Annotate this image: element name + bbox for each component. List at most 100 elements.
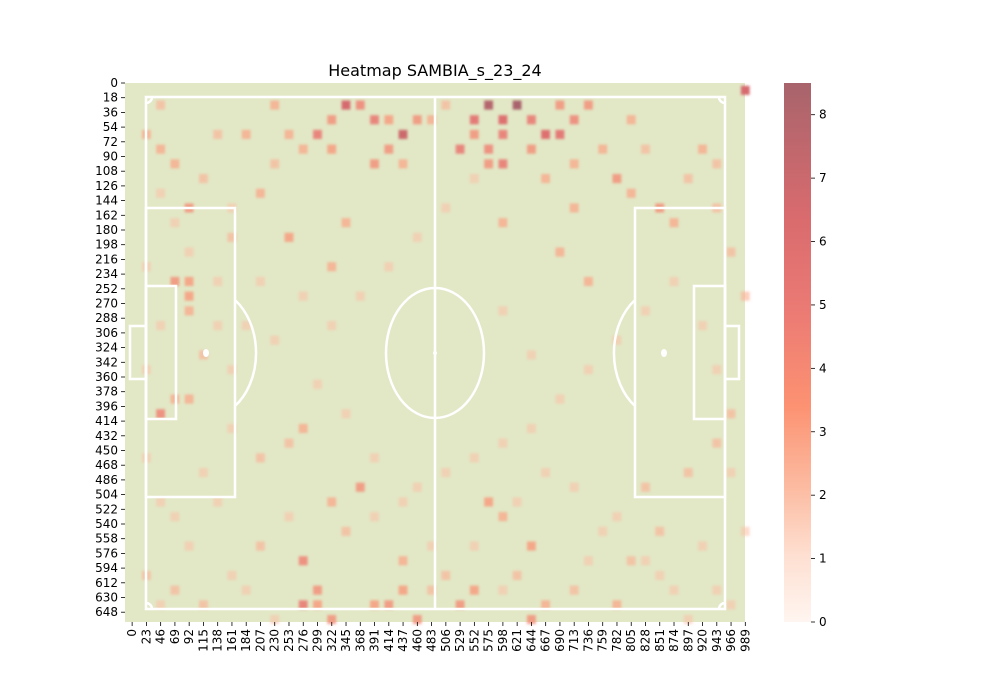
x-axis-ticks: 0 23 46 69 92 115 138 161 184 207 230 253 276 299 322 3…	[125, 622, 752, 652]
heatmap-cell	[598, 144, 608, 154]
heatmap-cell	[370, 600, 379, 610]
heatmap-cell	[626, 115, 636, 125]
x-tick-label: 483	[425, 629, 439, 652]
colorbar-tick-label: 5	[819, 298, 827, 312]
y-tick-label: 72	[103, 135, 118, 149]
heatmap-cell	[527, 541, 536, 551]
heatmap-cell	[270, 335, 280, 345]
y-axis-ticks: 0183654729010812614416218019821623425227…	[95, 76, 125, 619]
heatmap-cell	[712, 365, 722, 375]
heatmap-cell	[341, 409, 351, 419]
heatmap-cell	[298, 423, 308, 433]
heatmap-cell	[512, 570, 522, 580]
heatmap-cell	[370, 512, 379, 522]
heatmap-cell	[398, 159, 408, 169]
heatmap-cell	[384, 115, 394, 125]
heatmap-cell	[669, 218, 679, 228]
heatmap-cell	[156, 321, 165, 331]
heatmap-cell	[227, 570, 237, 580]
heatmap-cell	[498, 129, 508, 139]
y-tick-label: 0	[110, 76, 118, 90]
heatmap-cell	[412, 232, 422, 242]
heatmap-cell	[441, 100, 451, 110]
heatmap-cell	[669, 276, 679, 286]
y-tick-label: 54	[103, 120, 118, 134]
heatmap-cell	[498, 512, 508, 522]
y-tick-label: 234	[95, 267, 118, 281]
heatmap-cell	[313, 129, 322, 139]
pitch-markings	[128, 95, 741, 611]
x-tick-label: 46	[154, 629, 168, 644]
heatmap-cell	[156, 144, 165, 154]
heatmap-cell	[584, 100, 593, 110]
heatmap-cell	[355, 291, 365, 301]
x-tick-label: 345	[339, 629, 353, 652]
heatmap-cell	[655, 526, 665, 536]
x-tick-label: 368	[353, 629, 367, 652]
heatmap-cell	[484, 497, 493, 507]
heatmap-cell	[569, 585, 579, 595]
y-tick-label: 360	[95, 370, 118, 384]
heatmap-cells	[142, 85, 750, 625]
heatmap-cell	[327, 115, 337, 125]
heatmap-cell	[241, 129, 251, 139]
heatmap-cell	[569, 159, 579, 169]
heatmap-cell	[612, 174, 622, 184]
heatmap-cell	[156, 497, 165, 507]
colorbar-tick-label: 2	[819, 488, 827, 502]
x-tick-label: 690	[553, 629, 567, 652]
heatmap-cell	[370, 159, 379, 169]
heatmap-cell	[712, 159, 722, 169]
x-tick-label: 805	[624, 629, 638, 652]
heatmap-cell	[698, 321, 707, 331]
heatmap-cell	[541, 174, 550, 184]
heatmap-cell	[584, 276, 593, 286]
x-tick-label: 529	[453, 629, 467, 652]
heatmap-cell	[170, 585, 180, 595]
heatmap-cell	[469, 174, 479, 184]
heatmap-cell	[498, 159, 508, 169]
x-tick-label: 552	[467, 629, 481, 652]
y-tick-label: 216	[95, 252, 118, 266]
y-tick-label: 18	[103, 91, 118, 105]
y-tick-label: 540	[95, 517, 118, 531]
heatmap-cell	[541, 468, 550, 478]
heatmap-cell	[227, 365, 237, 375]
y-tick-label: 414	[95, 414, 118, 428]
y-tick-label: 342	[95, 355, 118, 369]
heatmap-cell	[655, 570, 665, 580]
heatmap-cell	[527, 615, 536, 625]
heatmap-cell	[740, 291, 750, 301]
colorbar-tick-label: 3	[819, 425, 827, 439]
y-tick-label: 504	[95, 488, 118, 502]
heatmap-cell	[298, 556, 308, 566]
y-tick-label: 90	[103, 150, 118, 164]
y-tick-label: 648	[95, 605, 118, 619]
heatmap-cell	[555, 247, 565, 257]
x-tick-label: 506	[439, 629, 453, 652]
heatmap-cell	[555, 129, 565, 139]
heatmap-cell	[740, 526, 750, 536]
heatmap-cell	[184, 394, 194, 404]
heatmap-cell	[527, 115, 536, 125]
heatmap-cell	[384, 600, 394, 610]
heatmap-cell	[498, 438, 508, 448]
heatmap-cell	[213, 276, 223, 286]
x-tick-label: 575	[482, 629, 496, 652]
heatmap-cell	[427, 541, 436, 551]
y-tick-label: 486	[95, 473, 118, 487]
heatmap-cell	[498, 115, 508, 125]
heatmap-cell	[227, 423, 237, 433]
heatmap-cell	[170, 159, 180, 169]
heatmap-cell	[427, 585, 436, 595]
x-tick-label: 299	[311, 629, 325, 652]
heatmap-cell	[726, 468, 736, 478]
x-tick-label: 184	[239, 629, 253, 652]
chart-title: Heatmap SAMBIA_s_23_24	[328, 61, 541, 81]
heatmap-cell	[184, 247, 194, 257]
heatmap-cell	[569, 482, 579, 492]
y-tick-label: 144	[95, 194, 118, 208]
heatmap-cell	[341, 100, 351, 110]
heatmap-cell	[355, 100, 365, 110]
heatmap-cell	[698, 541, 707, 551]
